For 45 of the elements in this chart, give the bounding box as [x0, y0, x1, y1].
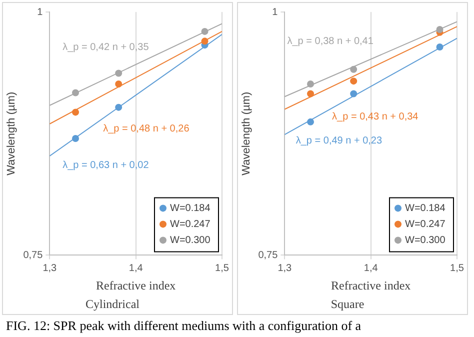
point [201, 38, 208, 45]
y-tick-label: 0,75 [258, 250, 278, 261]
annotation: λ_p = 0,38 n + 0,41 [287, 36, 374, 47]
x-tick-label: 1,3 [278, 262, 292, 274]
point [72, 134, 80, 142]
point [307, 80, 314, 88]
point [307, 118, 314, 126]
annotation: λ_p = 0,43 n + 0,34 [332, 111, 419, 122]
x-tick-label: 1,4 [364, 262, 378, 274]
y-tick-label: 0,75 [23, 250, 44, 261]
text: Square [330, 296, 364, 311]
point [436, 26, 444, 34]
y-tick-label: 1 [37, 6, 44, 18]
annotation: λ_p = 0,48 n + 0,26 [103, 123, 190, 134]
x-axis-title: Refractive index [96, 278, 176, 293]
y-tick-label: 1 [272, 6, 278, 18]
point [350, 90, 358, 98]
legend-label: W=0.300 [170, 234, 211, 246]
point [350, 66, 358, 73]
point [201, 28, 208, 35]
annotation: λ_p = 0,49 n + 0,23 [296, 136, 382, 147]
x-tick-label: 1,5 [450, 262, 464, 274]
x-tick-label: 1,3 [42, 262, 58, 274]
point [72, 89, 80, 96]
x-axis-title: Refractive index [331, 278, 411, 293]
point [72, 108, 80, 116]
point [115, 80, 122, 88]
point [115, 104, 122, 111]
point [436, 44, 444, 51]
x-tick-label: 1,5 [215, 262, 230, 274]
annotation: λ_p = 0,42 n + 0,35 [62, 42, 150, 54]
text: Cylindrical [86, 296, 140, 311]
annotation: λ_p = 0,63 n + 0,02 [62, 160, 150, 171]
point [115, 70, 122, 77]
point [307, 90, 314, 98]
legend-label: W=0.300 [405, 234, 446, 246]
y-axis-title: Wavelength (µm) [240, 92, 253, 176]
legend-label: W=0.247 [405, 218, 446, 230]
caption: FIG. 12: SPR peak with different mediums with a configuration of a [6, 318, 362, 334]
point [350, 78, 358, 85]
x-tick-label: 1,4 [128, 262, 144, 274]
y-axis-title: Wavelength (µm) [6, 92, 18, 176]
legend-label: W=0.184 [405, 202, 446, 214]
legend-label: W=0.247 [170, 218, 211, 230]
legend-label: W=0.184 [170, 202, 211, 214]
